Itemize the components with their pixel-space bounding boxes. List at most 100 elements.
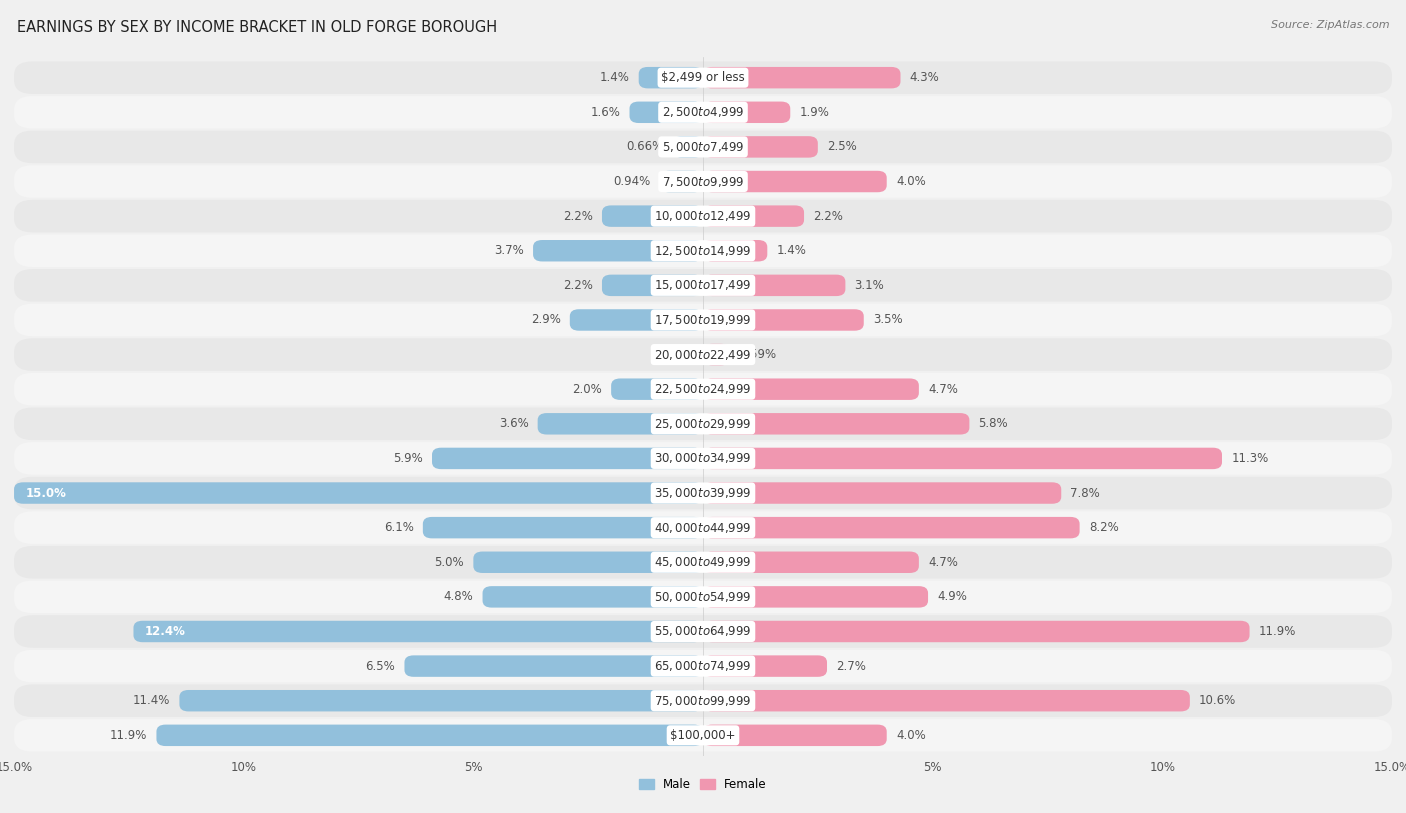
FancyBboxPatch shape	[703, 309, 863, 331]
FancyBboxPatch shape	[482, 586, 703, 607]
FancyBboxPatch shape	[134, 621, 703, 642]
Text: 4.7%: 4.7%	[928, 556, 957, 569]
Text: $45,000 to $49,999: $45,000 to $49,999	[654, 555, 752, 569]
FancyBboxPatch shape	[14, 685, 1392, 717]
FancyBboxPatch shape	[602, 275, 703, 296]
Text: 0.94%: 0.94%	[613, 175, 651, 188]
Text: 0.66%: 0.66%	[626, 141, 664, 154]
Text: $15,000 to $17,499: $15,000 to $17,499	[654, 278, 752, 293]
FancyBboxPatch shape	[474, 551, 703, 573]
FancyBboxPatch shape	[14, 407, 1392, 440]
FancyBboxPatch shape	[703, 240, 768, 262]
FancyBboxPatch shape	[14, 650, 1392, 682]
Text: $12,500 to $14,999: $12,500 to $14,999	[654, 244, 752, 258]
Text: 2.2%: 2.2%	[562, 210, 593, 223]
Text: 11.4%: 11.4%	[132, 694, 170, 707]
Text: 3.7%: 3.7%	[494, 244, 524, 257]
Text: $5,000 to $7,499: $5,000 to $7,499	[662, 140, 744, 154]
Text: 8.2%: 8.2%	[1088, 521, 1119, 534]
Text: 2.0%: 2.0%	[572, 383, 602, 396]
FancyBboxPatch shape	[703, 413, 969, 434]
Text: 5.8%: 5.8%	[979, 417, 1008, 430]
FancyBboxPatch shape	[703, 724, 887, 746]
Text: 2.9%: 2.9%	[530, 314, 561, 327]
Text: $65,000 to $74,999: $65,000 to $74,999	[654, 659, 752, 673]
FancyBboxPatch shape	[14, 131, 1392, 163]
FancyBboxPatch shape	[630, 102, 703, 123]
Text: 4.8%: 4.8%	[444, 590, 474, 603]
FancyBboxPatch shape	[14, 200, 1392, 233]
FancyBboxPatch shape	[14, 304, 1392, 337]
Legend: Male, Female: Male, Female	[634, 773, 772, 796]
Text: 6.5%: 6.5%	[366, 659, 395, 672]
FancyBboxPatch shape	[405, 655, 703, 677]
FancyBboxPatch shape	[533, 240, 703, 262]
Text: $100,000+: $100,000+	[671, 728, 735, 741]
FancyBboxPatch shape	[569, 309, 703, 331]
FancyBboxPatch shape	[14, 234, 1392, 267]
FancyBboxPatch shape	[14, 165, 1392, 198]
Text: $30,000 to $34,999: $30,000 to $34,999	[654, 451, 752, 465]
FancyBboxPatch shape	[703, 655, 827, 677]
FancyBboxPatch shape	[703, 275, 845, 296]
Text: $20,000 to $22,499: $20,000 to $22,499	[654, 348, 752, 362]
Text: $2,499 or less: $2,499 or less	[661, 72, 745, 85]
FancyBboxPatch shape	[703, 586, 928, 607]
FancyBboxPatch shape	[703, 448, 1222, 469]
FancyBboxPatch shape	[156, 724, 703, 746]
FancyBboxPatch shape	[537, 413, 703, 434]
Text: 2.2%: 2.2%	[813, 210, 844, 223]
Text: $35,000 to $39,999: $35,000 to $39,999	[654, 486, 752, 500]
FancyBboxPatch shape	[703, 379, 920, 400]
FancyBboxPatch shape	[14, 511, 1392, 544]
Text: $2,500 to $4,999: $2,500 to $4,999	[662, 106, 744, 120]
Text: 1.9%: 1.9%	[800, 106, 830, 119]
FancyBboxPatch shape	[14, 580, 1392, 613]
FancyBboxPatch shape	[703, 517, 1080, 538]
FancyBboxPatch shape	[672, 136, 703, 158]
FancyBboxPatch shape	[14, 373, 1392, 406]
FancyBboxPatch shape	[14, 338, 1392, 371]
FancyBboxPatch shape	[659, 171, 703, 192]
Text: 3.1%: 3.1%	[855, 279, 884, 292]
Text: $25,000 to $29,999: $25,000 to $29,999	[654, 417, 752, 431]
Text: 4.7%: 4.7%	[928, 383, 957, 396]
Text: $55,000 to $64,999: $55,000 to $64,999	[654, 624, 752, 638]
Text: 11.9%: 11.9%	[110, 728, 148, 741]
Text: 3.6%: 3.6%	[499, 417, 529, 430]
Text: $17,500 to $19,999: $17,500 to $19,999	[654, 313, 752, 327]
FancyBboxPatch shape	[612, 379, 703, 400]
Text: 3.5%: 3.5%	[873, 314, 903, 327]
FancyBboxPatch shape	[703, 171, 887, 192]
FancyBboxPatch shape	[703, 206, 804, 227]
Text: 1.4%: 1.4%	[776, 244, 807, 257]
Text: 4.9%: 4.9%	[938, 590, 967, 603]
FancyBboxPatch shape	[14, 476, 1392, 509]
Text: $22,500 to $24,999: $22,500 to $24,999	[654, 382, 752, 396]
Text: 15.0%: 15.0%	[25, 486, 66, 499]
Text: $75,000 to $99,999: $75,000 to $99,999	[654, 693, 752, 707]
Text: 4.0%: 4.0%	[896, 728, 925, 741]
FancyBboxPatch shape	[14, 269, 1392, 302]
Text: 0.59%: 0.59%	[740, 348, 776, 361]
Text: $7,500 to $9,999: $7,500 to $9,999	[662, 175, 744, 189]
Text: 4.3%: 4.3%	[910, 72, 939, 85]
Text: 5.0%: 5.0%	[434, 556, 464, 569]
Text: EARNINGS BY SEX BY INCOME BRACKET IN OLD FORGE BOROUGH: EARNINGS BY SEX BY INCOME BRACKET IN OLD…	[17, 20, 496, 35]
FancyBboxPatch shape	[703, 102, 790, 123]
FancyBboxPatch shape	[638, 67, 703, 89]
FancyBboxPatch shape	[432, 448, 703, 469]
Text: 11.3%: 11.3%	[1232, 452, 1268, 465]
FancyBboxPatch shape	[14, 719, 1392, 751]
Text: 2.2%: 2.2%	[562, 279, 593, 292]
FancyBboxPatch shape	[703, 551, 920, 573]
Text: 10.6%: 10.6%	[1199, 694, 1236, 707]
FancyBboxPatch shape	[703, 344, 730, 365]
FancyBboxPatch shape	[14, 615, 1392, 648]
Text: Source: ZipAtlas.com: Source: ZipAtlas.com	[1271, 20, 1389, 30]
FancyBboxPatch shape	[703, 67, 900, 89]
Text: 0.0%: 0.0%	[664, 348, 693, 361]
FancyBboxPatch shape	[14, 62, 1392, 94]
Text: $40,000 to $44,999: $40,000 to $44,999	[654, 520, 752, 535]
FancyBboxPatch shape	[703, 690, 1189, 711]
